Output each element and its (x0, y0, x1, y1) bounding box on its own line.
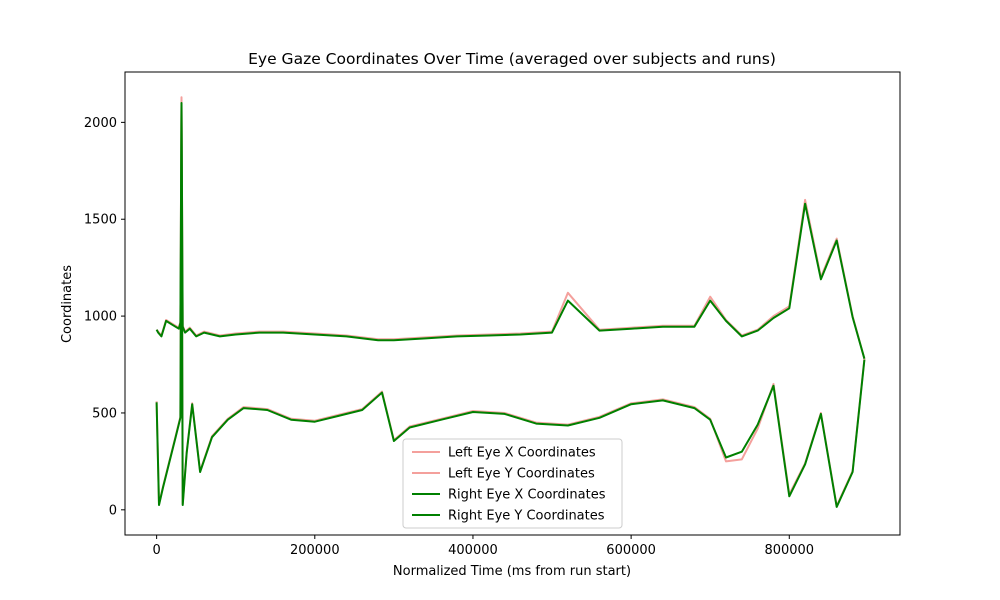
y-axis-title: Coordinates (60, 265, 75, 343)
plot-area (155, 96, 866, 508)
y-axis-ticks: 0 500 1000 1500 2000 (84, 116, 125, 518)
x-tick-label: 800000 (764, 543, 814, 558)
axes-frame (124, 71, 901, 536)
legend-label: Right Eye X Coordinates (448, 488, 606, 503)
y-tick-label: 500 (92, 406, 117, 421)
x-tick-label: 400000 (448, 543, 498, 558)
y-tick-label: 2000 (84, 116, 117, 131)
legend-label: Left Eye X Coordinates (448, 446, 596, 461)
chart-title: Eye Gaze Coordinates Over Time (averaged… (248, 50, 776, 68)
x-tick-label: 600000 (606, 543, 656, 558)
legend-box (402, 438, 623, 529)
legend-label: Left Eye Y Coordinates (448, 467, 595, 482)
x-tick-label: 0 (152, 543, 160, 558)
x-tick-label: 200000 (290, 543, 340, 558)
y-tick-label: 1500 (84, 213, 117, 228)
x-axis-title: Normalized Time (ms from run start) (393, 564, 631, 579)
legend-label: Right Eye Y Coordinates (448, 509, 605, 524)
y-tick-label: 0 (109, 503, 117, 518)
series-line-4 (155, 103, 866, 508)
legend: Left Eye X Coordinates Left Eye Y Coordin… (402, 438, 623, 529)
y-tick-label: 1000 (84, 310, 117, 325)
x-axis-ticks: 0 200000 400000 600000 800000 (152, 535, 814, 558)
